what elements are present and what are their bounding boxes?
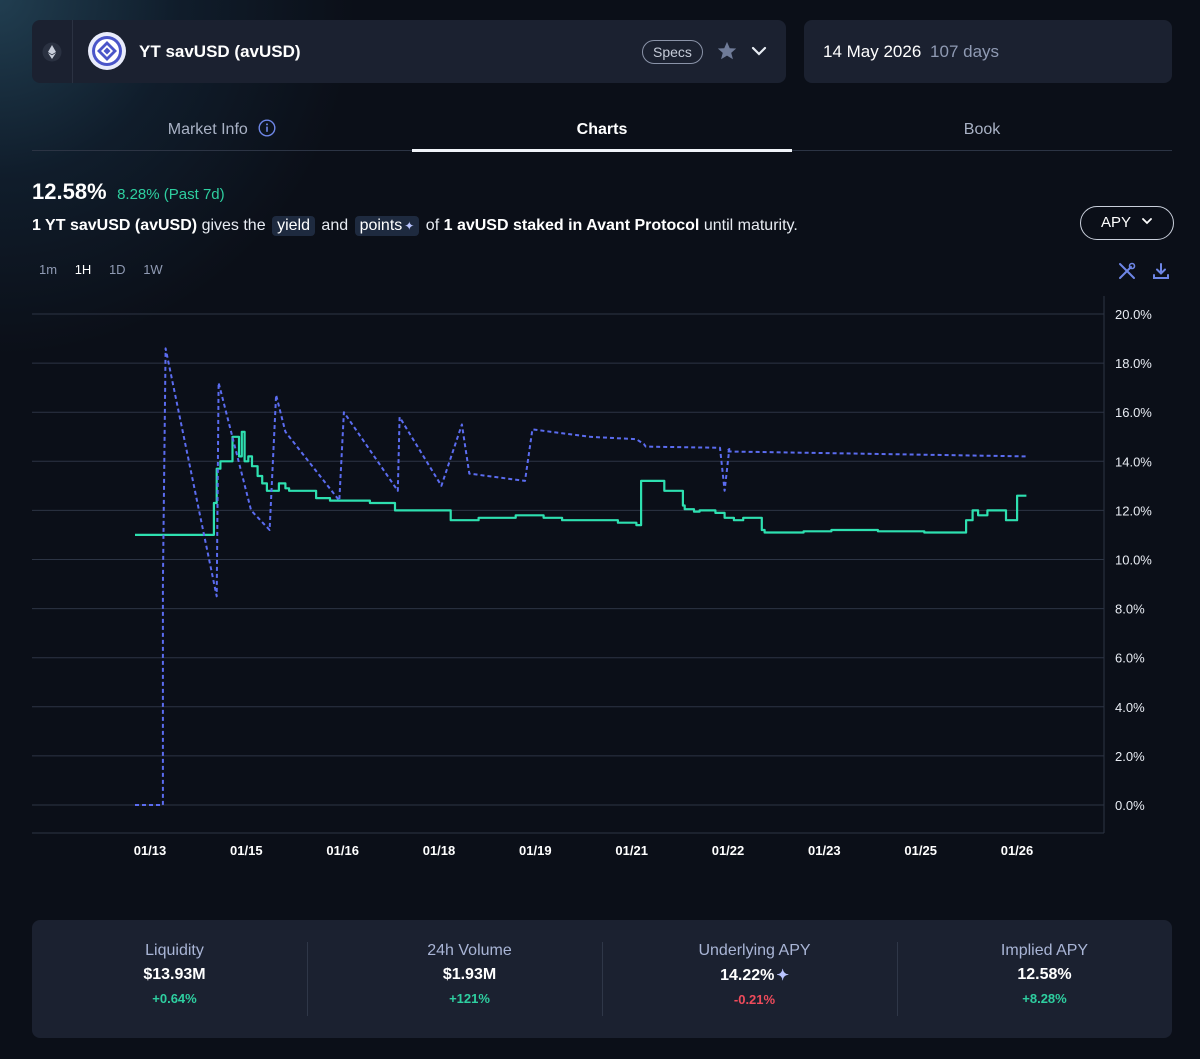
interval-1m[interactable]: 1m [39, 262, 58, 277]
points-chip[interactable]: points ✦ [354, 216, 420, 236]
market-selector-card: YT savUSD (avUSD) Specs [32, 20, 786, 83]
tab-market-info[interactable]: Market Info [32, 112, 412, 150]
chevron-down-icon[interactable] [750, 42, 768, 60]
tab-bar: Market Info Charts Book [32, 112, 1172, 152]
apy-chart[interactable]: 20.0% 18.0% 16.0% 14.0% 12.0% 10.0% 8.0% 6.0% 4.… [0, 290, 1200, 880]
desc-text: of [425, 217, 440, 234]
y-tick-label: 14.0% [1115, 454, 1152, 469]
desc-text: until maturity. [703, 217, 798, 234]
download-icon[interactable] [1151, 261, 1171, 281]
desc-text: gives the [201, 217, 266, 234]
stat-implied-apy: Implied APY 12.58% +8.28% [902, 942, 1187, 1006]
interval-selector: 1m 1H 1D 1W [39, 262, 177, 277]
stat-label: 24h Volume [427, 942, 512, 959]
y-tick-label: 8.0% [1115, 602, 1145, 617]
stat-label: Liquidity [145, 942, 204, 959]
yield-chip[interactable]: yield [272, 216, 315, 236]
sparkle-icon: ✦ [404, 219, 415, 233]
y-tick-label: 18.0% [1115, 356, 1152, 371]
stat-change: -0.21% [733, 992, 776, 1007]
x-tick-label: 01/25 [904, 843, 937, 858]
maturity-info: 14 May 2026 107 days [823, 42, 999, 62]
x-tick-label: 01/15 [230, 843, 263, 858]
x-tick-label: 01/26 [1001, 843, 1034, 858]
stat-underlying-apy: Underlying APY 14.22% ✦ -0.21% [612, 942, 897, 1007]
info-icon [258, 119, 276, 137]
tab-charts[interactable]: Charts [576, 121, 628, 138]
underlying-apy-line [135, 347, 1027, 806]
x-tick-label: 01/23 [808, 843, 841, 858]
stat-change: +8.28% [1022, 991, 1067, 1006]
maturity-date: 14 May 2026 [823, 42, 922, 61]
implied-apy-line [135, 430, 1027, 536]
stat-change: +121% [449, 991, 490, 1006]
apy-change: 8.28% (Past 7d) [117, 186, 225, 203]
x-tick-label: 01/18 [423, 843, 456, 858]
interval-1h[interactable]: 1H [74, 262, 92, 277]
divider [307, 942, 308, 1016]
desc-amount: 1 YT savUSD (avUSD) [32, 217, 198, 234]
tab-label: Market Info [167, 121, 248, 138]
implied-apy-value: 12.58% [32, 179, 107, 204]
y-tick-label: 16.0% [1115, 405, 1152, 420]
chain-selector[interactable] [32, 20, 73, 83]
stats-bar: Liquidity $13.93M +0.64% 24h Volume $1.9… [32, 920, 1172, 1038]
y-tick-label: 12.0% [1115, 503, 1152, 518]
y-tick-label: 6.0% [1115, 651, 1145, 666]
stat-volume: 24h Volume $1.93M +121% [327, 942, 612, 1006]
chart-tools [1117, 261, 1171, 281]
metric-label: APY [1101, 214, 1131, 231]
metric-dropdown[interactable]: APY [1080, 206, 1174, 240]
divider [602, 942, 603, 1016]
stat-change: +0.64% [152, 991, 197, 1006]
divider [897, 942, 898, 1016]
x-tick-label: 01/13 [134, 843, 167, 858]
maturity-card: 14 May 2026 107 days [804, 20, 1172, 83]
points-label: points [359, 217, 403, 234]
specs-button[interactable]: Specs [642, 40, 703, 64]
x-tick-label: 01/22 [712, 843, 745, 858]
x-tick-label: 01/16 [326, 843, 359, 858]
active-tab-indicator [412, 149, 792, 152]
stat-liquidity: Liquidity $13.93M +0.64% [32, 942, 317, 1006]
y-tick-label: 2.0% [1115, 749, 1145, 764]
sparkle-icon: ✦ [776, 967, 789, 984]
y-tick-label: 20.0% [1115, 307, 1152, 322]
ethereum-icon [42, 42, 62, 61]
star-icon[interactable] [716, 40, 738, 62]
tools-icon[interactable] [1117, 261, 1137, 281]
x-tick-label: 01/19 [519, 843, 552, 858]
y-tick-label: 4.0% [1115, 700, 1145, 715]
stat-value: $1.93M [442, 966, 497, 983]
token-logo [88, 32, 126, 70]
x-tick-label: 01/21 [615, 843, 648, 858]
stat-value: $13.93M [143, 966, 206, 983]
y-tick-label: 10.0% [1115, 553, 1152, 568]
days-to-maturity: 107 days [930, 42, 1000, 61]
desc-asset: 1 avUSD staked in Avant Protocol [443, 217, 700, 234]
tab-book[interactable]: Book [963, 121, 1001, 138]
apy-headline: 12.58% 8.28% (Past 7d) [32, 179, 225, 205]
chevron-down-icon [1142, 218, 1152, 225]
desc-text: and [321, 217, 349, 234]
stat-value-row: 14.22% ✦ [612, 966, 897, 985]
market-description: 1 YT savUSD (avUSD) gives the yield and … [32, 216, 798, 236]
interval-1d[interactable]: 1D [108, 262, 126, 277]
market-name: YT savUSD (avUSD) [139, 42, 301, 61]
y-tick-label: 0.0% [1115, 798, 1145, 813]
interval-1w[interactable]: 1W [143, 262, 163, 277]
stat-label: Underlying APY [698, 942, 811, 959]
stat-value: 12.58% [1017, 966, 1072, 983]
stat-value: 14.22% [720, 967, 775, 984]
stat-label: Implied APY [1000, 942, 1089, 959]
